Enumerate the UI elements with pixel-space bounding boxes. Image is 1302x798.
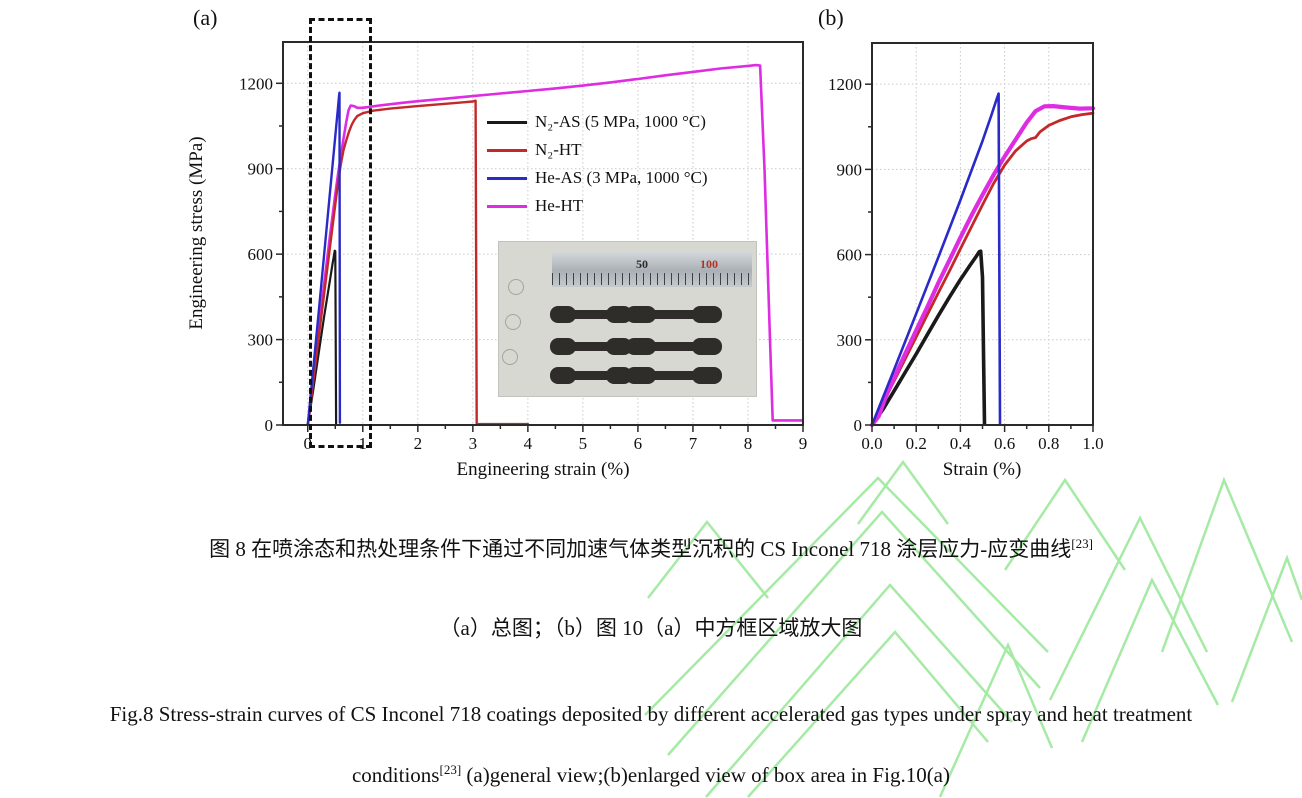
tensile-specimen — [626, 367, 722, 384]
svg-text:0.2: 0.2 — [906, 434, 927, 453]
specimen-photo: 50 100 — [498, 241, 757, 397]
line-swatch-black — [487, 120, 527, 124]
tensile-specimen — [550, 367, 632, 384]
caption-chinese-line1: 图 8 在喷涂态和热处理条件下通过不同加速气体类型沉积的 CS Inconel … — [209, 536, 1093, 561]
tensile-specimen — [626, 306, 722, 323]
svg-text:8: 8 — [744, 434, 753, 453]
tensile-specimen — [550, 338, 632, 355]
svg-text:0.0: 0.0 — [861, 434, 882, 453]
svg-text:1200: 1200 — [239, 74, 273, 93]
panel-a-letter: (a) — [193, 5, 218, 30]
svg-text:0: 0 — [854, 416, 863, 435]
legend-item-n2-as: N₂-AS (5 MPa, 1000 °C) — [487, 108, 708, 136]
svg-text:1: 1 — [359, 434, 368, 453]
panel-b-letter: (b) — [818, 5, 844, 30]
ruler-label-50: 50 — [636, 257, 648, 271]
svg-text:3: 3 — [469, 434, 478, 453]
svg-text:0.6: 0.6 — [994, 434, 1015, 453]
tensile-specimen — [626, 338, 722, 355]
handwritten-mark — [508, 279, 524, 295]
svg-text:900: 900 — [248, 160, 274, 179]
svg-text:900: 900 — [837, 160, 863, 179]
svg-text:2: 2 — [414, 434, 423, 453]
svg-text:6: 6 — [634, 434, 643, 453]
legend-item-he-as: He-AS (3 MPa, 1000 °C) — [487, 164, 708, 192]
handwritten-mark — [505, 314, 521, 330]
svg-text:300: 300 — [248, 331, 274, 350]
svg-text:9: 9 — [799, 434, 808, 453]
chart-a-legend: N₂-AS (5 MPa, 1000 °C) N₂-HT He-AS (3 MP… — [487, 108, 708, 220]
svg-text:7: 7 — [689, 434, 698, 453]
svg-text:4: 4 — [524, 434, 533, 453]
svg-text:1200: 1200 — [828, 75, 862, 94]
caption-chinese-line2: （a）总图；（b）图 10（a）中方框区域放大图 — [439, 616, 863, 640]
svg-text:0: 0 — [304, 434, 313, 453]
svg-text:1.0: 1.0 — [1082, 434, 1103, 453]
ruler-ticks — [552, 273, 752, 285]
reference-superscript: [23] — [1071, 536, 1093, 551]
chart-a-y-axis-label: Engineering stress (MPa) — [186, 136, 207, 330]
legend-item-n2-ht: N₂-HT — [487, 136, 708, 164]
ruler-label-100: 100 — [700, 257, 718, 271]
handwritten-mark — [502, 349, 518, 365]
svg-text:600: 600 — [837, 246, 863, 265]
ruler-image: 50 100 — [552, 251, 752, 287]
legend-item-he-ht: He-HT — [487, 192, 708, 220]
svg-text:0.8: 0.8 — [1038, 434, 1059, 453]
zoom-region-box — [309, 18, 372, 448]
chart-a-x-axis-label: Engineering strain (%) — [456, 459, 630, 480]
svg-text:0: 0 — [265, 416, 274, 435]
svg-text:600: 600 — [248, 245, 274, 264]
caption-english-line1: Fig.8 Stress-strain curves of CS Inconel… — [109, 702, 1193, 726]
tensile-specimen — [550, 306, 632, 323]
svg-text:0.4: 0.4 — [950, 434, 972, 453]
chart-b-x-axis-label: Strain (%) — [942, 459, 1022, 480]
line-swatch-red — [487, 148, 527, 152]
line-swatch-magenta — [487, 204, 527, 208]
svg-text:300: 300 — [837, 331, 863, 350]
line-swatch-blue — [487, 176, 527, 180]
svg-text:5: 5 — [579, 434, 588, 453]
caption-english-line2: conditions[23] (a)general view;(b)enlarg… — [351, 762, 950, 787]
reference-superscript: [23] — [439, 762, 462, 777]
